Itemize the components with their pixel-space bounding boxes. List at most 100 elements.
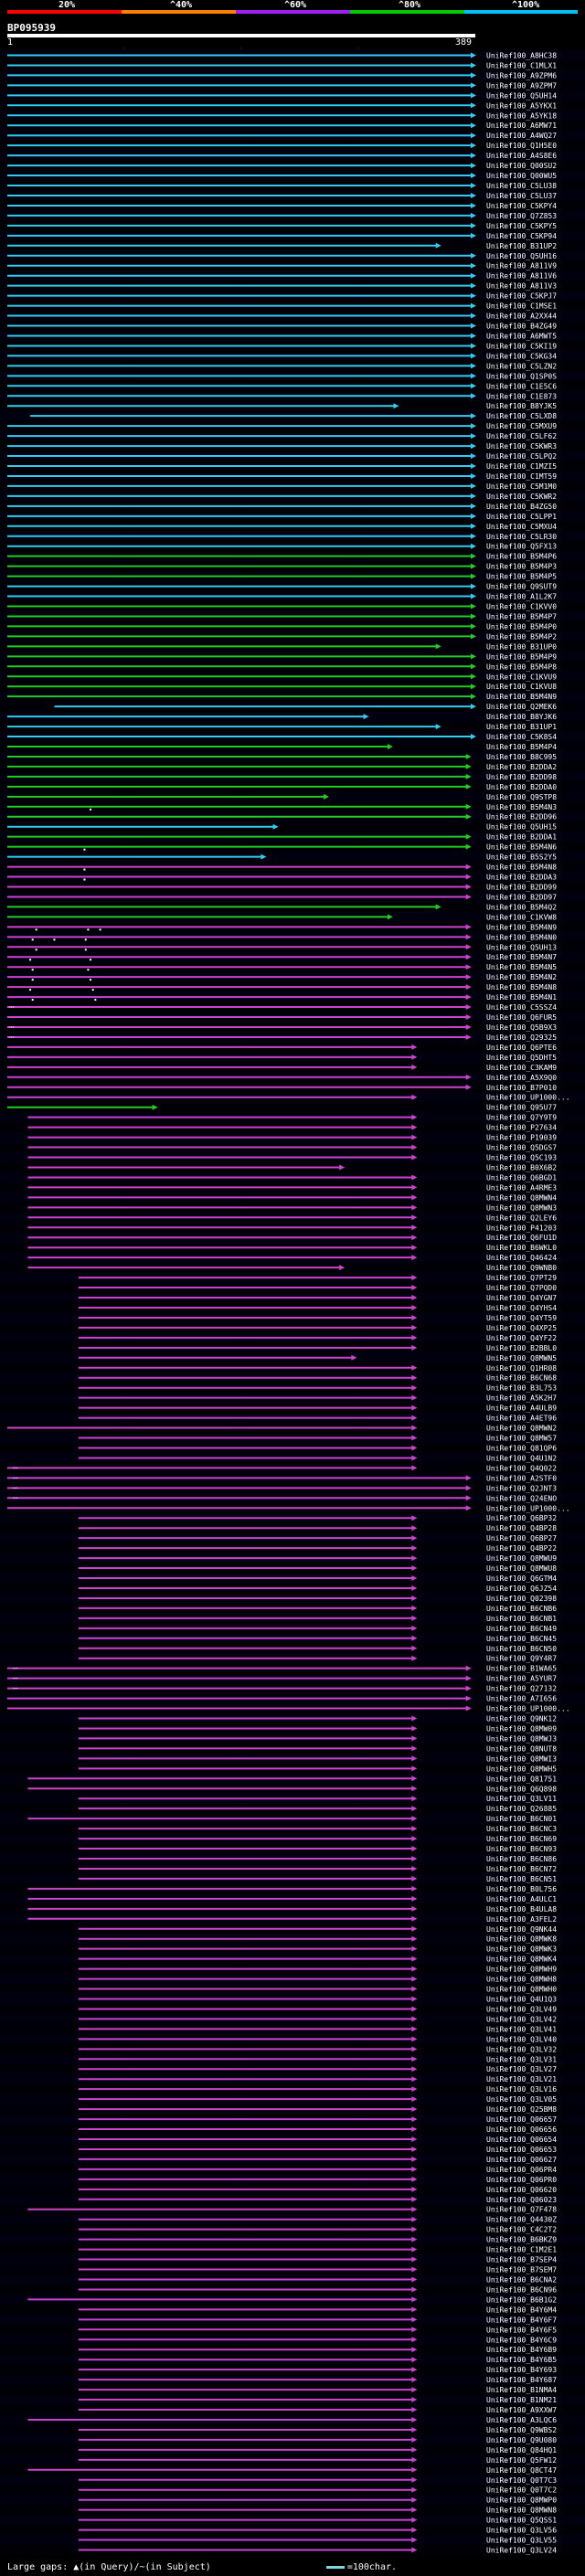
hit-label[interactable]: UniRef100_B6BKZ9 bbox=[486, 2236, 557, 2244]
hit-label[interactable]: UniRef100_B6CN72 bbox=[486, 1865, 557, 1873]
hit-row[interactable]: UniRef100_B2DDA2 bbox=[0, 761, 585, 772]
hit-label[interactable]: UniRef100_Q3LV21 bbox=[486, 2075, 557, 2083]
hit-row[interactable]: UniRef100_B4Y693 bbox=[0, 2364, 585, 2375]
hit-label[interactable]: UniRef100_A2STF0 bbox=[486, 1474, 557, 1482]
hit-row[interactable]: UniRef100_A811V9 bbox=[0, 260, 585, 271]
hit-row[interactable]: UniRef100_B0L756 bbox=[0, 1883, 585, 1894]
hit-row[interactable]: UniRef100_B6CN01 bbox=[0, 1813, 585, 1824]
hit-label[interactable]: UniRef100_Q3LV40 bbox=[486, 2035, 557, 2043]
hit-row[interactable]: UniRef100_B6WKL0 bbox=[0, 1242, 585, 1253]
hit-row[interactable]: UniRef100_Q3LV11 bbox=[0, 1793, 585, 1804]
hit-label[interactable]: UniRef100_Q9NK12 bbox=[486, 1715, 557, 1723]
hit-label[interactable]: UniRef100_B5M4N2 bbox=[486, 973, 557, 981]
hit-label[interactable]: UniRef100_B7SEM7 bbox=[486, 2266, 557, 2274]
hit-row[interactable]: UniRef100_B5M4Q2 bbox=[0, 901, 585, 912]
hit-label[interactable]: UniRef100_A6MW71 bbox=[486, 122, 557, 130]
hit-label[interactable]: UniRef100_C5MXU9 bbox=[486, 422, 557, 430]
hit-row[interactable]: UniRef100_B5M4N6 bbox=[0, 842, 585, 853]
hit-label[interactable]: UniRef100_A2XX44 bbox=[486, 313, 557, 321]
hit-row[interactable]: UniRef100_A4RME3 bbox=[0, 1182, 585, 1193]
hit-label[interactable]: UniRef100_Q25BM8 bbox=[486, 2105, 557, 2114]
hit-row[interactable]: UniRef100_P41203 bbox=[0, 1222, 585, 1233]
hit-label[interactable]: UniRef100_A3FEL2 bbox=[486, 1915, 557, 1924]
hit-label[interactable]: UniRef100_A6MWT5 bbox=[486, 332, 557, 340]
hit-label[interactable]: UniRef100_B5M4P4 bbox=[486, 743, 557, 751]
hit-label[interactable]: UniRef100_Q3LV16 bbox=[486, 2085, 557, 2094]
hit-row[interactable]: UniRef100_Q6JZ54 bbox=[0, 1583, 585, 1594]
hit-row[interactable]: UniRef100_B4ZG49 bbox=[0, 321, 585, 331]
hit-row[interactable]: UniRef100_C5LR30 bbox=[0, 531, 585, 542]
hit-label[interactable]: UniRef100_B5M4N1 bbox=[486, 993, 557, 1002]
hit-row[interactable]: UniRef100_B6B1G2 bbox=[0, 2294, 585, 2305]
hit-row[interactable]: UniRef100_Q06653 bbox=[0, 2144, 585, 2155]
hit-label[interactable]: UniRef100_Q8MWN4 bbox=[486, 1193, 557, 1202]
hit-row[interactable]: UniRef100_B0X6B2 bbox=[0, 1162, 585, 1172]
hit-row[interactable]: UniRef100_Q7Y9T9 bbox=[0, 1112, 585, 1123]
hit-label[interactable]: UniRef100_Q5B9X3 bbox=[486, 1023, 557, 1032]
hit-label[interactable]: UniRef100_B6CN68 bbox=[486, 1374, 557, 1383]
hit-row[interactable]: UniRef100_B6CN68 bbox=[0, 1373, 585, 1383]
hit-row[interactable]: UniRef100_A5YUR7 bbox=[0, 1673, 585, 1684]
hit-row[interactable]: UniRef100_A2XX44 bbox=[0, 311, 585, 322]
hit-label[interactable]: UniRef100_B6CN96 bbox=[486, 2285, 557, 2294]
hit-label[interactable]: UniRef100_A3LQC6 bbox=[486, 2416, 557, 2424]
hit-label[interactable]: UniRef100_P41203 bbox=[486, 1224, 557, 1232]
hit-row[interactable]: UniRef100_Q4430Z bbox=[0, 2214, 585, 2225]
hit-row[interactable]: UniRef100_A9ZPM6 bbox=[0, 69, 585, 80]
hit-row[interactable]: UniRef100_B2DDA1 bbox=[0, 832, 585, 843]
hit-row[interactable]: UniRef100_B6CN69 bbox=[0, 1833, 585, 1844]
hit-row[interactable]: UniRef100_Q4YGN7 bbox=[0, 1292, 585, 1303]
hit-row[interactable]: UniRef100_B6CNC3 bbox=[0, 1823, 585, 1834]
hit-row[interactable]: UniRef100_C5LF62 bbox=[0, 430, 585, 441]
hit-label[interactable]: UniRef100_B6CN01 bbox=[486, 1815, 557, 1823]
hit-row[interactable]: UniRef100_B5M4P7 bbox=[0, 610, 585, 621]
hit-label[interactable]: UniRef100_Q6FU1D bbox=[486, 1234, 557, 1242]
hit-label[interactable]: UniRef100_C5KWR3 bbox=[486, 442, 557, 451]
hit-label[interactable]: UniRef100_B6WKL0 bbox=[486, 1244, 557, 1252]
hit-label[interactable]: UniRef100_C4C2T2 bbox=[486, 2226, 557, 2234]
hit-row[interactable]: UniRef100_B5M4P2 bbox=[0, 631, 585, 641]
hit-row[interactable]: UniRef100_P19039 bbox=[0, 1132, 585, 1143]
hit-label[interactable]: UniRef100_B4Y6B9 bbox=[486, 2346, 557, 2354]
hit-row[interactable]: UniRef100_Q8MWJ3 bbox=[0, 1733, 585, 1744]
hit-row[interactable]: UniRef100_Q6FUR5 bbox=[0, 1012, 585, 1023]
hit-label[interactable]: UniRef100_C5M1M0 bbox=[486, 482, 557, 491]
hit-row[interactable]: UniRef100_B4Y6M4 bbox=[0, 2304, 585, 2315]
hit-label[interactable]: UniRef100_Q9STP8 bbox=[486, 793, 557, 801]
hit-label[interactable]: UniRef100_A9ZPM7 bbox=[486, 81, 557, 90]
hit-label[interactable]: UniRef100_B2DD96 bbox=[486, 813, 557, 822]
hit-label[interactable]: UniRef100_C5KPJ7 bbox=[486, 292, 557, 301]
hit-row[interactable]: UniRef100_Q5DGS7 bbox=[0, 1142, 585, 1153]
hit-label[interactable]: UniRef100_C1M2E1 bbox=[486, 2246, 557, 2254]
hit-label[interactable]: UniRef100_Q9NK44 bbox=[486, 1925, 557, 1934]
hit-row[interactable]: UniRef100_Q0T7C3 bbox=[0, 2475, 585, 2486]
hit-label[interactable]: UniRef100_Q6JZ54 bbox=[486, 1585, 557, 1593]
hit-label[interactable]: UniRef100_B8YJK5 bbox=[486, 402, 557, 410]
hit-label[interactable]: UniRef100_Q3LV42 bbox=[486, 2015, 557, 2023]
hit-row[interactable]: UniRef100_B4Y6F5 bbox=[0, 2324, 585, 2335]
hit-label[interactable]: UniRef100_B7P010 bbox=[486, 1084, 557, 1092]
hit-row[interactable]: UniRef100_A9ZPM7 bbox=[0, 80, 585, 90]
hit-row[interactable]: UniRef100_A6MW71 bbox=[0, 120, 585, 131]
hit-row[interactable]: UniRef100_A4ET96 bbox=[0, 1413, 585, 1424]
hit-row[interactable]: UniRef100_Q8MWK4 bbox=[0, 1954, 585, 1965]
hit-row[interactable]: UniRef100_B2DD98 bbox=[0, 771, 585, 782]
hit-row[interactable]: UniRef100_B2BBL0 bbox=[0, 1342, 585, 1353]
hit-label[interactable]: UniRef100_B2DD98 bbox=[486, 773, 557, 781]
hit-label[interactable]: UniRef100_C5LZN2 bbox=[486, 362, 557, 370]
hit-label[interactable]: UniRef100_Q00SU2 bbox=[486, 162, 557, 170]
hit-label[interactable]: UniRef100_B4ZG49 bbox=[486, 323, 557, 331]
hit-label[interactable]: UniRef100_B5M4N8 bbox=[486, 864, 557, 872]
hit-label[interactable]: UniRef100_B6CN69 bbox=[486, 1835, 557, 1843]
hit-row[interactable]: UniRef100_A4ULB9 bbox=[0, 1403, 585, 1414]
hit-label[interactable]: UniRef100_C5MXU4 bbox=[486, 523, 557, 531]
hit-row[interactable]: UniRef100_Q3LV56 bbox=[0, 2525, 585, 2536]
hit-row[interactable]: UniRef100_B5M4N8 bbox=[0, 981, 585, 992]
hit-row[interactable]: UniRef100_Q6Q898 bbox=[0, 1783, 585, 1794]
hit-label[interactable]: UniRef100_Q7F478 bbox=[486, 2206, 557, 2214]
hit-row[interactable]: UniRef100_Q4U1N2 bbox=[0, 1452, 585, 1463]
hit-label[interactable]: UniRef100_B5M4P2 bbox=[486, 632, 557, 641]
hit-row[interactable]: UniRef100_Q4BP28 bbox=[0, 1522, 585, 1533]
hit-label[interactable]: UniRef100_Q46424 bbox=[486, 1254, 557, 1262]
hit-row[interactable]: UniRef100_B1NMA4 bbox=[0, 2384, 585, 2395]
